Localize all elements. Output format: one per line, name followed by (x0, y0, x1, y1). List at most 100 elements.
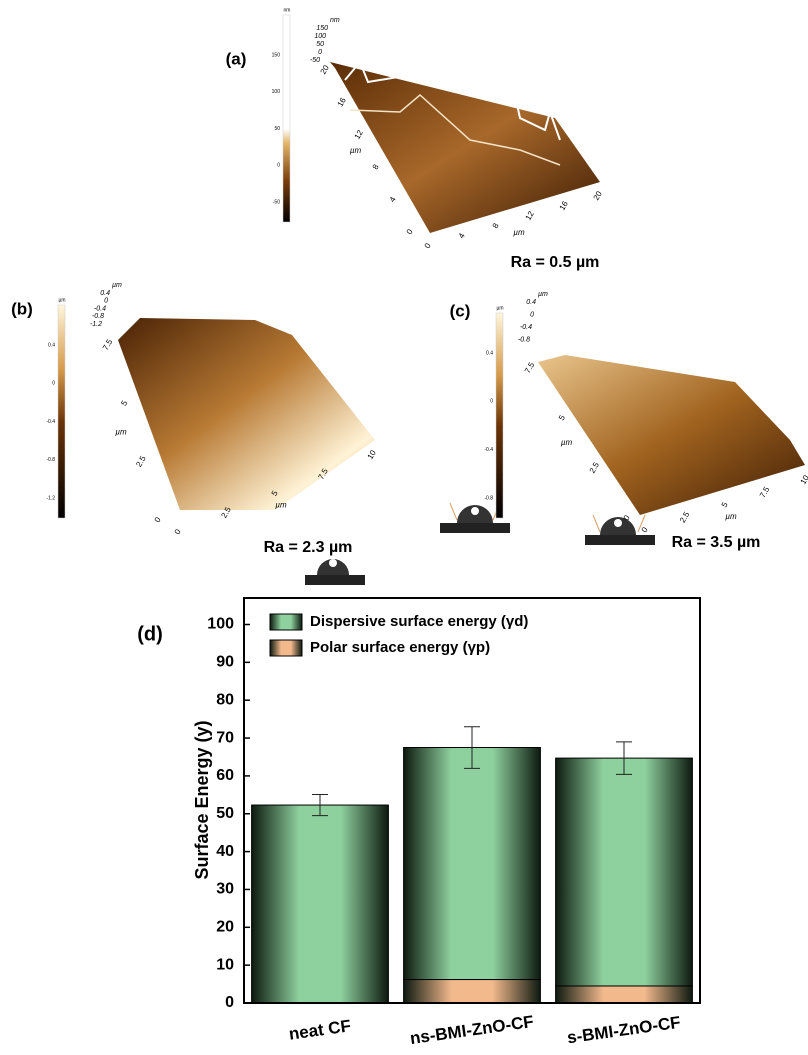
legend-swatch (270, 614, 302, 630)
z-tick-label: 0.4 (526, 299, 536, 306)
z-tick-label: -0.8 (518, 336, 530, 343)
y-tick-label: 2.5 (134, 454, 148, 469)
z-axis-unit: nm (330, 17, 340, 24)
bar-segment (404, 980, 541, 1003)
y-tick-label: 0 (153, 515, 163, 524)
colorbar-tick-label: -1.2 (46, 495, 55, 501)
roughness-label: Ra = 0.5 µm (511, 254, 600, 271)
y-tick-label: 80 (216, 691, 234, 708)
x-tick-label: 10 (799, 473, 808, 486)
x-tick-label: 16 (558, 199, 571, 212)
z-tick-label: 150 (316, 25, 328, 32)
z-tick-label: -0.8 (92, 313, 104, 320)
panel-label: (b) (11, 299, 33, 318)
afm-surface (118, 318, 375, 510)
bar-segment (252, 805, 389, 1003)
y-tick-label: 16 (336, 96, 349, 109)
y-tick-label: 7.5 (101, 337, 115, 352)
z-tick-label: -50 (310, 57, 320, 64)
colorbar-tick-label: -0.8 (46, 457, 55, 463)
y-tick-label: 30 (216, 881, 234, 898)
roughness-label: Ra = 2.3 µm (264, 539, 353, 556)
x-tick-label: 0 (423, 241, 433, 250)
x-axis-unit: µm (725, 512, 737, 521)
y-tick-label: 0 (405, 227, 415, 236)
colorbar-unit: nm (284, 7, 291, 13)
colorbar-tick-label: 0 (490, 399, 493, 405)
colorbar-tick-label: 0.4 (48, 342, 55, 348)
x-tick-label: 5 (720, 500, 730, 509)
y-tick-label: 100 (207, 616, 234, 633)
x-tick-label: 20 (592, 189, 605, 202)
y-tick-label: 5 (557, 413, 567, 422)
colorbar-tick-label: -0.4 (46, 419, 55, 425)
z-tick-label: -1.2 (90, 321, 102, 328)
x-tick-label: 0 (173, 527, 183, 536)
panel-label: (c) (450, 301, 471, 320)
y-axis-unit: µm (561, 438, 573, 447)
colorbar-unit: µm (58, 297, 65, 303)
colorbar (58, 305, 65, 518)
droplet-inset (305, 559, 365, 585)
panel-label: (d) (137, 623, 163, 645)
y-axis-unit: µm (115, 428, 127, 437)
legend-swatch (270, 640, 302, 656)
y-tick-label: 5 (119, 398, 129, 407)
x-tick-label: 2.5 (678, 510, 692, 525)
y-tick-label: 10 (216, 956, 234, 973)
y-tick-label: 2.5 (588, 460, 602, 475)
x-tick-label: ns-BMI-ZnO-CF (409, 1012, 535, 1048)
bar-segment (556, 986, 693, 1003)
colorbar-unit: µm (496, 305, 503, 311)
y-tick-label: 60 (216, 767, 234, 784)
colorbar-tick-label: 0 (52, 381, 55, 387)
x-tick-label: neat CF (288, 1016, 352, 1043)
colorbar (283, 15, 290, 222)
y-tick-label: 7.5 (523, 360, 537, 375)
colorbar (496, 313, 503, 518)
x-tick-label: 10 (366, 448, 379, 461)
y-tick-label: 70 (216, 729, 234, 746)
z-tick-label: 0 (104, 298, 108, 305)
z-axis-unit: µm (112, 282, 122, 289)
colorbar-tick-label: 150 (272, 52, 281, 58)
y-axis-label: Surface Energy (y) (192, 720, 212, 879)
y-tick-label: 20 (319, 63, 332, 76)
y-tick-label: 0 (225, 994, 234, 1011)
colorbar-tick-label: -0.4 (484, 447, 493, 453)
x-tick-label: s-BMI-ZnO-CF (566, 1013, 682, 1048)
panel-label: (a) (226, 49, 247, 68)
y-tick-label: 20 (216, 919, 234, 936)
colorbar-tick-label: 50 (274, 126, 280, 132)
x-tick-label: 0 (640, 525, 650, 534)
page: (a)Ra = 0.5 µmnm150100500-50nm150100500-… (0, 0, 808, 1055)
colorbar-tick-label: 0 (277, 163, 280, 169)
z-tick-label: 0.4 (100, 290, 110, 297)
z-tick-label: 0 (530, 311, 534, 318)
x-axis-unit: µm (275, 501, 287, 510)
z-axis-unit: µm (538, 291, 548, 298)
y-tick-label: 8 (371, 162, 381, 171)
y-tick-label: 90 (216, 654, 234, 671)
x-tick-label: 12 (524, 209, 537, 222)
x-tick-label: 4 (457, 231, 467, 240)
z-tick-label: 0 (318, 49, 322, 56)
x-tick-label: 7.5 (758, 485, 772, 500)
legend-label: Polar surface energy (γp) (310, 639, 490, 656)
y-axis-unit: µm (350, 146, 362, 155)
bar-segment (404, 748, 541, 980)
y-tick-label: 50 (216, 805, 234, 822)
x-tick-label: 8 (491, 221, 501, 230)
y-tick-label: 40 (216, 843, 234, 860)
colorbar-tick-label: 0.4 (486, 350, 493, 356)
y-tick-label: 12 (353, 128, 366, 141)
x-axis-unit: µm (513, 228, 525, 237)
bar-segment (556, 758, 693, 986)
z-tick-label: 50 (316, 41, 324, 48)
z-tick-label: -0.4 (520, 324, 532, 331)
colorbar-tick-label: 100 (272, 89, 281, 95)
roughness-label: Ra = 3.5 µm (672, 534, 761, 551)
legend-label: Dispersive surface energy (γd) (310, 613, 528, 630)
colorbar-tick-label: -50 (273, 199, 280, 205)
z-tick-label: -0.4 (94, 305, 106, 312)
